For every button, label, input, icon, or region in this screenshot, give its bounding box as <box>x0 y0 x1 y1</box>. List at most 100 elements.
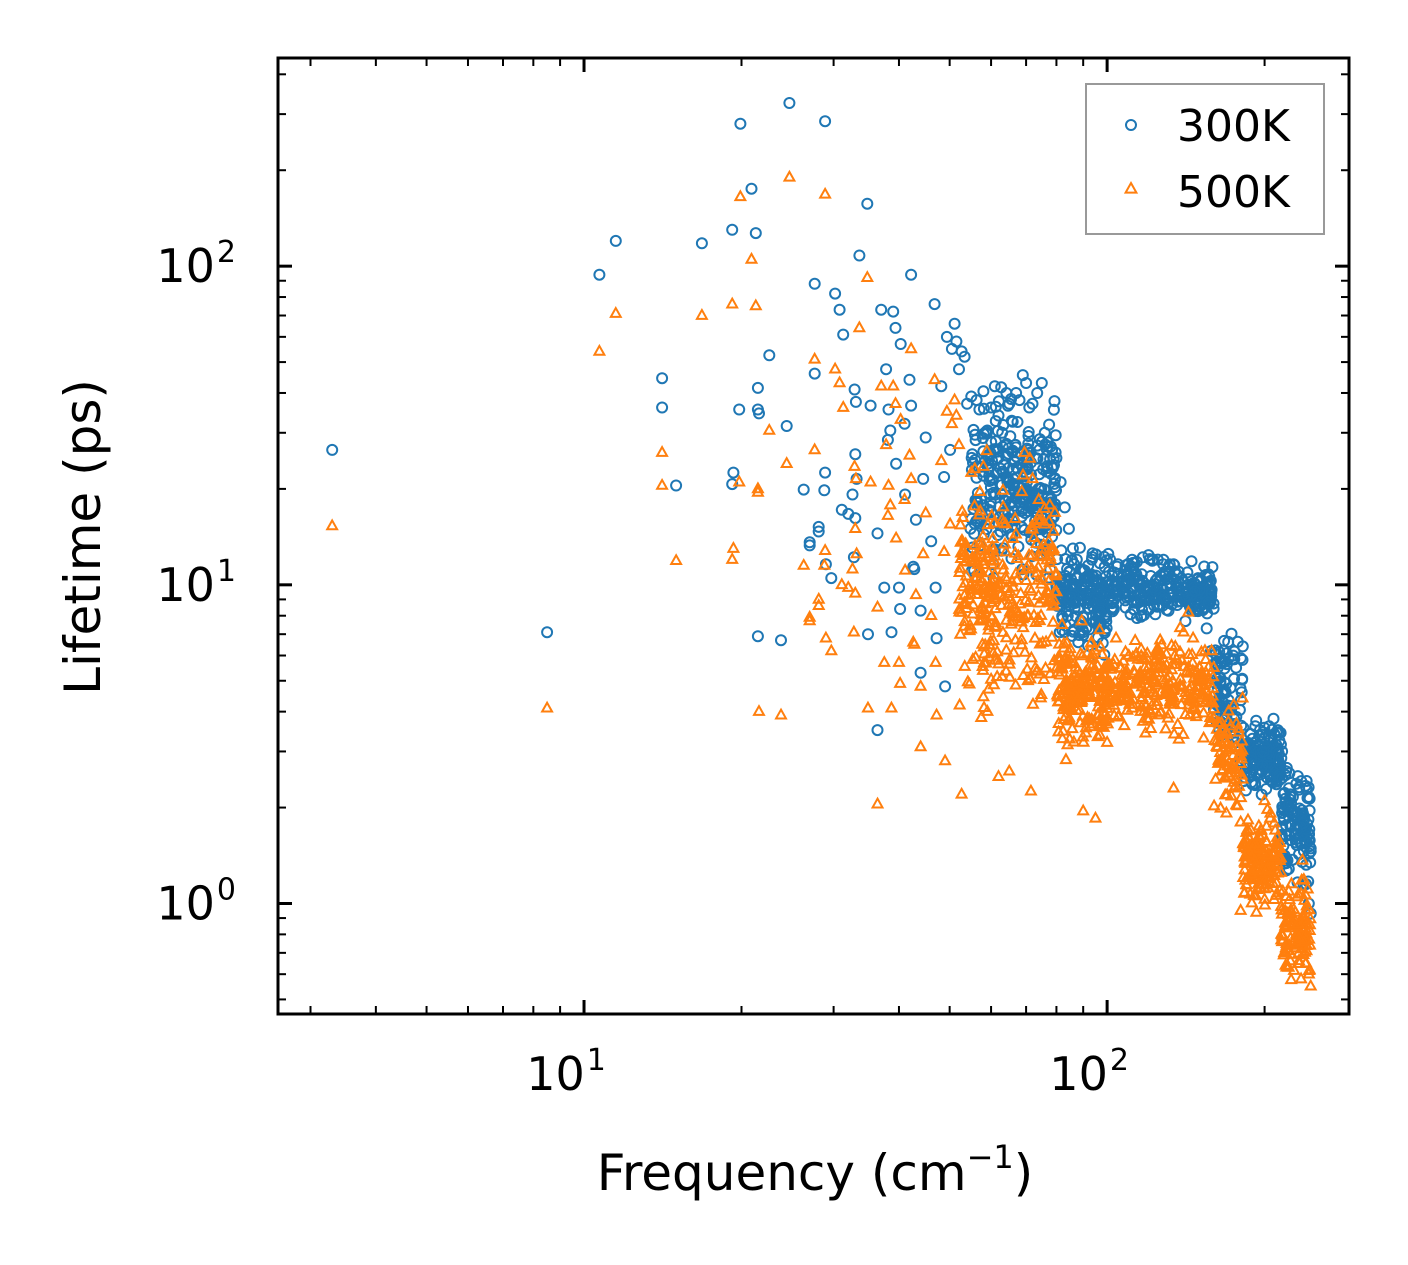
data-point-500k <box>1181 604 1196 617</box>
data-point-500k <box>1189 709 1203 722</box>
data-point-500k <box>1101 710 1115 723</box>
data-point-500k <box>1016 668 1030 680</box>
data-point-500k <box>1002 763 1016 776</box>
data-point-300k <box>880 363 893 376</box>
data-point-500k <box>1052 716 1066 729</box>
y-tick-label-base: 10 <box>156 558 215 612</box>
data-point-500k <box>1002 652 1017 665</box>
data-point-500k <box>1268 844 1282 857</box>
data-point-300k <box>745 182 758 195</box>
data-point-500k <box>1229 739 1243 752</box>
data-point-300k <box>1005 495 1018 508</box>
data-point-500k <box>1290 889 1304 902</box>
data-point-500k <box>1148 671 1162 684</box>
data-point-500k <box>1231 721 1245 733</box>
data-point-300k <box>1073 629 1086 641</box>
data-point-500k <box>973 503 988 516</box>
data-point-300k <box>1302 781 1315 794</box>
x-tick-label-base: 10 <box>526 1047 585 1101</box>
data-point-500k <box>1164 638 1179 650</box>
data-point-300k <box>948 317 961 330</box>
data-point-300k <box>1076 563 1089 576</box>
data-point-500k <box>879 437 893 450</box>
data-point-500k <box>1211 755 1225 768</box>
data-point-500k <box>861 700 875 713</box>
data-point-500k <box>978 637 992 650</box>
data-point-500k <box>1159 646 1173 659</box>
data-point-300k <box>997 419 1010 431</box>
data-point-300k <box>1127 562 1140 575</box>
data-point-300k <box>1045 461 1058 474</box>
data-point-500k <box>1116 653 1131 666</box>
data-point-500k <box>978 577 992 590</box>
data-point-500k <box>881 477 896 490</box>
data-point-300k <box>670 479 683 492</box>
data-point-500k <box>863 474 878 487</box>
data-point-300k <box>1015 520 1028 533</box>
data-point-500k <box>1206 669 1220 682</box>
data-point-300k <box>938 471 951 483</box>
data-point-300k <box>1049 429 1062 442</box>
data-point-500k <box>1067 734 1081 747</box>
data-point-500k <box>992 577 1006 590</box>
data-point-500k <box>1055 617 1069 629</box>
data-point-500k <box>924 608 938 621</box>
y-tick-label-exponent: 1 <box>217 554 236 589</box>
data-point-300k <box>763 349 776 362</box>
data-point-500k <box>954 786 969 799</box>
data-point-500k <box>1094 639 1108 652</box>
data-point-300k <box>1086 574 1099 587</box>
data-point-300k <box>1082 601 1094 614</box>
data-point-500k <box>945 416 959 429</box>
data-point-500k <box>1026 696 1040 709</box>
data-point-300k <box>950 335 963 348</box>
data-point-300k <box>1031 487 1044 500</box>
data-point-300k <box>1260 783 1273 795</box>
data-point-300k <box>733 403 746 416</box>
data-point-500k <box>988 548 1002 561</box>
data-point-500k <box>1046 541 1061 554</box>
data-point-500k <box>1129 675 1143 688</box>
data-point-500k <box>1065 689 1079 702</box>
data-point-500k <box>1185 678 1199 691</box>
data-point-300k <box>939 680 952 693</box>
data-point-500k <box>904 341 918 354</box>
data-point-300k <box>593 268 606 281</box>
data-point-500k <box>1233 814 1248 827</box>
data-point-300k <box>849 448 862 461</box>
data-point-500k <box>1025 548 1039 560</box>
data-point-500k <box>1034 608 1048 620</box>
data-point-500k <box>1082 683 1096 696</box>
data-point-300k <box>1282 798 1295 810</box>
data-point-500k <box>1146 661 1161 674</box>
data-point-300k <box>818 484 831 497</box>
data-point-300k <box>1149 608 1162 621</box>
data-point-500k <box>957 618 972 631</box>
data-point-300k <box>862 628 874 641</box>
data-point-500k <box>1291 916 1306 929</box>
data-point-500k <box>1284 876 1299 889</box>
data-point-300k <box>1284 834 1297 847</box>
data-point-300k <box>1076 582 1089 595</box>
data-point-300k <box>1235 686 1248 699</box>
data-point-500k <box>732 474 746 487</box>
data-point-300k <box>977 427 990 440</box>
data-point-500k <box>1014 637 1029 650</box>
data-point-500k <box>1178 685 1193 697</box>
data-point-500k <box>1009 677 1023 690</box>
data-point-500k <box>1109 694 1123 706</box>
data-point-300k <box>882 403 895 416</box>
data-point-500k <box>1150 694 1164 707</box>
data-point-500k <box>1080 676 1094 689</box>
data-point-500k <box>1091 708 1105 721</box>
data-point-500k <box>1235 767 1249 780</box>
data-point-300k <box>808 277 821 290</box>
data-point-500k <box>987 677 1001 690</box>
data-point-500k <box>953 626 968 639</box>
x-tick-label-exponent: 1 <box>587 1043 606 1078</box>
data-point-300k <box>846 488 859 501</box>
data-point-500k <box>997 589 1011 602</box>
data-point-300k <box>989 435 1002 448</box>
data-point-500k <box>957 588 972 600</box>
data-point-500k <box>835 577 849 590</box>
